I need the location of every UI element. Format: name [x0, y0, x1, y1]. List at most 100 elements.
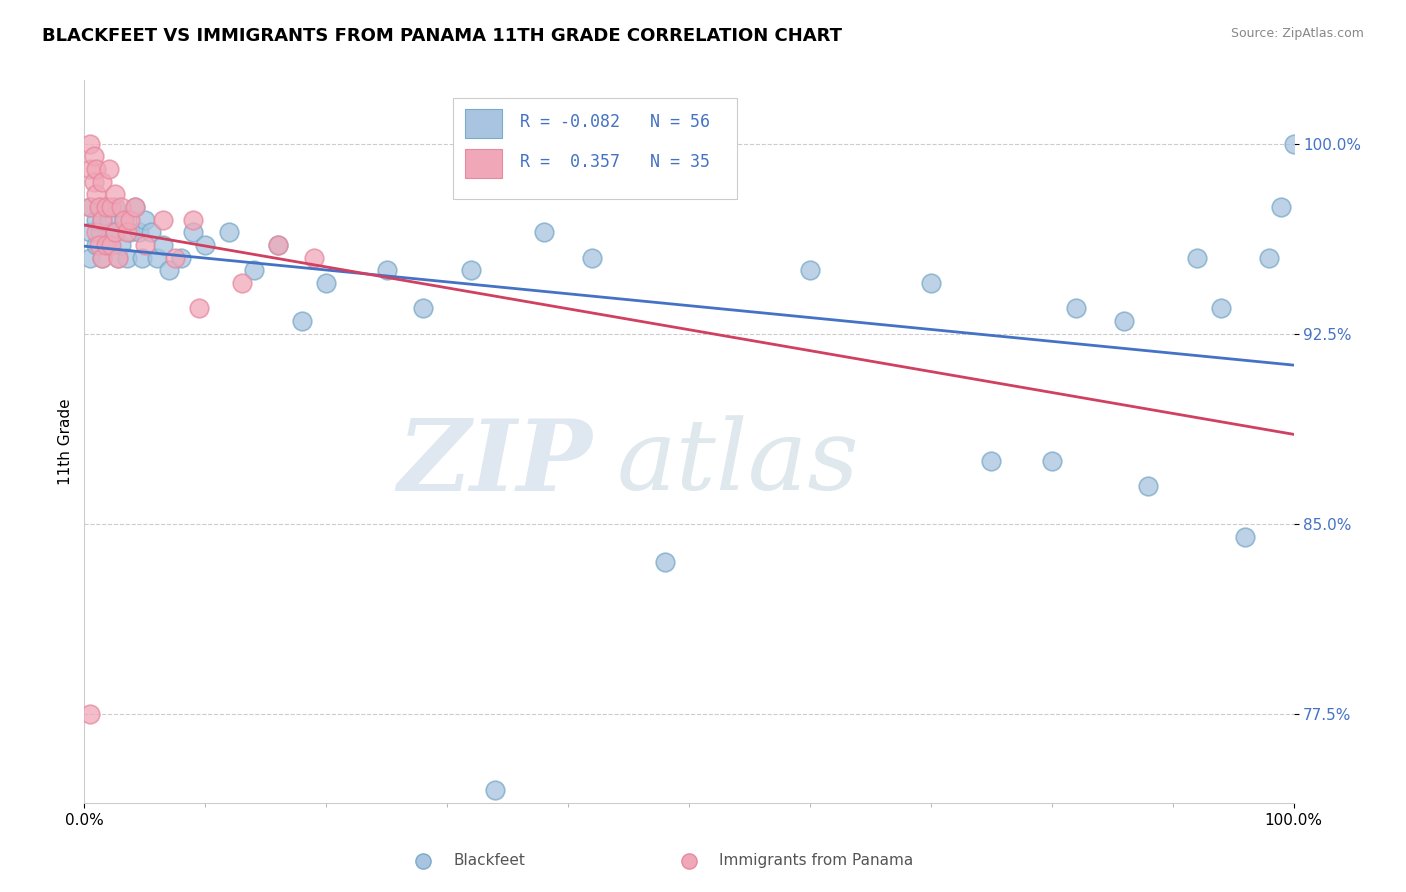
Point [375, 263, 398, 277]
Point [533, 226, 555, 240]
Text: R = -0.082   N = 56: R = -0.082 N = 56 [520, 113, 710, 131]
Point [157, 263, 180, 277]
Text: Immigrants from Panama: Immigrants from Panama [720, 853, 914, 868]
Point [124, 200, 146, 214]
Point [484, 783, 506, 797]
Text: atlas: atlas [616, 416, 859, 511]
Point [87, 238, 110, 252]
Point [79, 251, 101, 265]
Y-axis label: 11th Grade: 11th Grade [58, 398, 73, 485]
Point [83, 175, 105, 189]
FancyBboxPatch shape [453, 98, 737, 200]
Point [1064, 301, 1087, 316]
Point [799, 263, 821, 277]
Point [112, 212, 135, 227]
Point [1114, 314, 1136, 328]
Text: BLACKFEET VS IMMIGRANTS FROM PANAMA 11TH GRADE CORRELATION CHART: BLACKFEET VS IMMIGRANTS FROM PANAMA 11TH… [42, 27, 842, 45]
Bar [465, 149, 502, 178]
Point [315, 276, 337, 290]
Text: Source: ZipAtlas.com: Source: ZipAtlas.com [1230, 27, 1364, 40]
Point [112, 212, 135, 227]
Point [97, 212, 120, 227]
Point [86, 238, 108, 252]
Point [181, 226, 204, 240]
Point [134, 238, 156, 252]
Point [86, 226, 108, 240]
Point [89, 226, 111, 240]
Point [1282, 136, 1305, 151]
Point [94, 200, 117, 214]
Point [1234, 530, 1257, 544]
Point [124, 200, 146, 214]
Point [94, 238, 117, 252]
Point [134, 212, 156, 227]
Point [139, 226, 162, 240]
Point [120, 212, 142, 227]
Point [100, 200, 122, 214]
Text: R =  0.357   N = 35: R = 0.357 N = 35 [520, 153, 710, 171]
Point [267, 238, 290, 252]
Point [152, 238, 174, 252]
Point [91, 212, 114, 227]
Text: Blackfeet: Blackfeet [453, 853, 524, 868]
Point [86, 187, 108, 202]
Point [231, 276, 253, 290]
Point [267, 238, 290, 252]
Point [94, 200, 117, 214]
Point [110, 238, 132, 252]
Point [104, 187, 127, 202]
Point [104, 226, 127, 240]
Point [115, 226, 138, 240]
Point [920, 276, 942, 290]
Point [91, 251, 114, 265]
Point [170, 251, 193, 265]
Point [128, 226, 150, 240]
Point [1185, 251, 1208, 265]
Point [97, 161, 120, 176]
Point [104, 226, 127, 240]
Point [91, 251, 114, 265]
Point [302, 251, 325, 265]
Point [100, 226, 122, 240]
Point [100, 238, 122, 252]
Point [131, 251, 153, 265]
Point [194, 238, 217, 252]
Point [83, 149, 105, 163]
Point [1137, 479, 1160, 493]
Point [146, 251, 169, 265]
Point [79, 226, 101, 240]
Point [120, 226, 142, 240]
Point [86, 212, 108, 227]
Point [1209, 301, 1232, 316]
Point [181, 212, 204, 227]
Point [291, 314, 314, 328]
Point [218, 226, 240, 240]
Point [165, 251, 187, 265]
Point [79, 707, 101, 722]
Point [97, 238, 120, 252]
Point [1040, 453, 1063, 467]
Point [460, 263, 482, 277]
Point [107, 251, 129, 265]
Point [107, 251, 129, 265]
Point [86, 161, 108, 176]
Point [152, 212, 174, 227]
Point [79, 136, 101, 151]
Point [1258, 251, 1281, 265]
Point [110, 200, 132, 214]
Text: ZIP: ZIP [398, 415, 592, 511]
Point [79, 161, 101, 176]
Point [980, 453, 1002, 467]
Point [87, 200, 110, 214]
Point [89, 200, 111, 214]
Point [412, 301, 434, 316]
Point [242, 263, 264, 277]
Point [115, 251, 138, 265]
Point [1270, 200, 1292, 214]
Point [79, 200, 101, 214]
Point [654, 555, 676, 569]
Point [79, 200, 101, 214]
Point [91, 212, 114, 227]
Point [581, 251, 603, 265]
Point [104, 200, 127, 214]
